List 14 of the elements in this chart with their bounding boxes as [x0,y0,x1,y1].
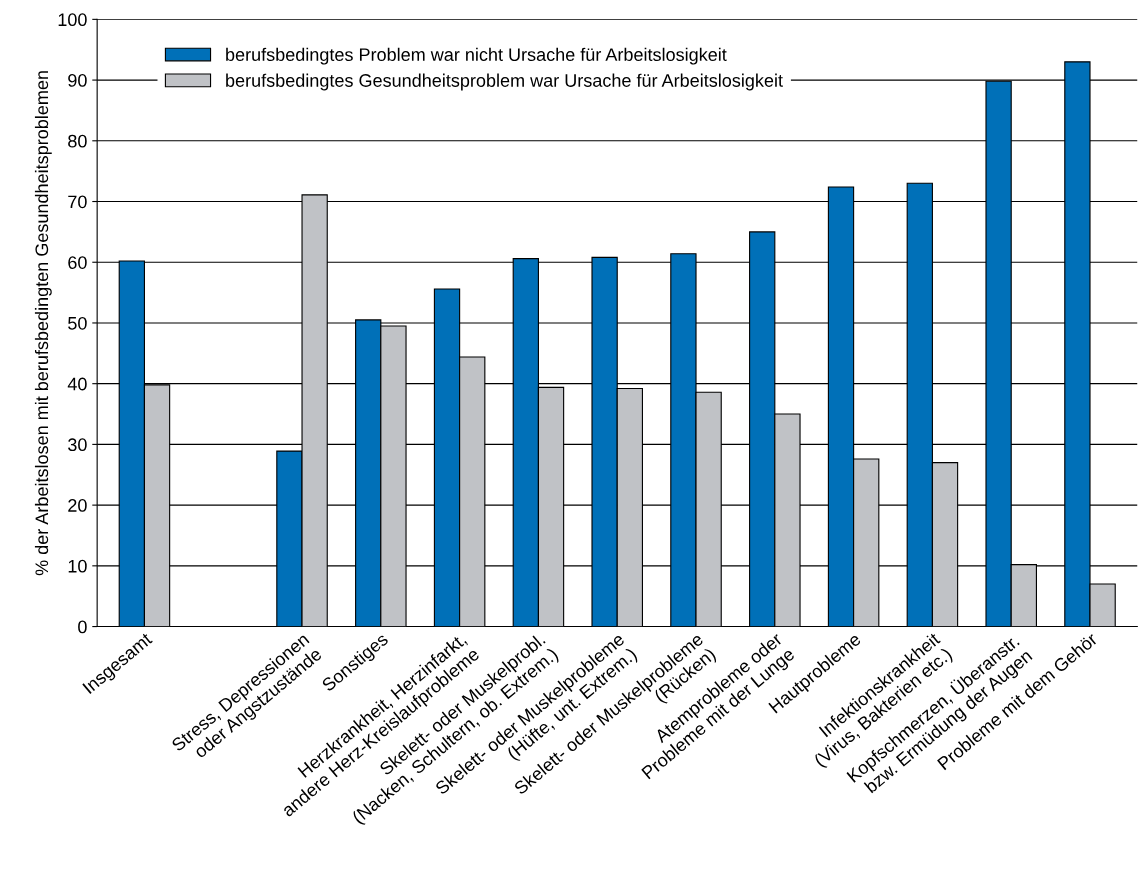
y-tick-label: 30 [68,438,87,452]
y-tick-label: 90 [68,74,87,87]
legend-label: berufsbedingtes Gesundheitsproblem war Ursache für Arbeitslosigkeit [226,73,783,91]
y-tick-label: 80 [68,134,87,148]
y-tick-label: 20 [68,499,87,512]
y-tick-label: 100 [58,13,87,27]
y-axis-title: % der Arbeitslosen mit berufsbedingten Gesundheitsproblemen [34,71,52,576]
y-tick-label: 0 [78,620,87,634]
legend-label: berufsbedingtes Problem war nicht Ursache für Arbeitslosigkeit [226,47,727,65]
y-tick-label: 60 [68,256,87,269]
y-tick-label: 70 [68,195,87,209]
y-tick-label: 50 [68,316,87,330]
y-tick-label: 10 [68,559,87,573]
y-tick-label: 40 [67,377,87,391]
